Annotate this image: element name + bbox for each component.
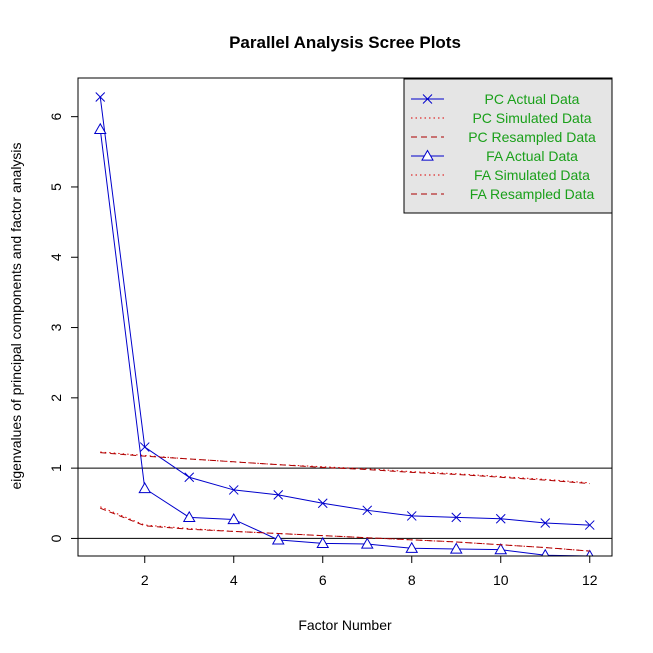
series-4-point-6 [316,536,330,548]
legend-marker-1-b [422,94,433,104]
y-tick-label-5: 5 [48,183,64,191]
series-1-point-7-b [362,505,373,516]
series-4-point-5 [271,533,285,545]
legend-marker-4 [421,149,434,161]
series-4-point-8 [405,541,419,553]
series-1-point-1 [95,92,106,102]
series-4-point-12 [586,549,594,556]
x-tick-label-8: 8 [408,572,416,588]
series-1-point-12-b [584,520,595,530]
series-4-point-10 [494,543,508,555]
y-tick-label-6: 6 [48,113,64,121]
series-5 [100,506,590,552]
series-1-point-8-b [406,511,417,521]
legend-label-5: FA Simulated Data [474,167,590,183]
legend-label-3: PC Resampled Data [468,129,596,145]
series-1-point-2-b [139,442,150,452]
y-tick-label-4: 4 [48,253,64,261]
series-1-point-5 [273,489,284,500]
series-1-point-11-b [540,518,551,528]
x-tick-label-10: 10 [493,572,509,588]
series-2-line [100,451,590,484]
series-1-point-3-b [184,472,195,483]
legend-label-4: FA Actual Data [486,148,578,164]
y-tick-label-3: 3 [48,323,64,331]
series-4-point-2 [138,482,152,494]
x-tick-label-2: 2 [141,572,149,588]
series-4-point-1 [93,122,107,134]
series-1-point-6 [317,498,328,509]
series-4 [93,122,594,556]
x-tick-label-12: 12 [582,572,598,588]
y-tick-label-1: 1 [48,464,64,472]
series-1-point-1-b [95,92,106,102]
series-6-line [100,507,590,552]
series-1-point-9-b [451,512,462,523]
series-1-point-4-b [228,485,239,495]
series-1-point-7 [362,505,373,516]
legend: PC Actual Data PC Simulated Data PC Resamp… [403,78,613,214]
y-tick-label-2: 2 [48,394,64,402]
series-3 [100,452,590,485]
series-6 [100,507,590,552]
series-1-point-9 [451,512,462,523]
series-2 [100,451,590,484]
series-1-point-12 [584,520,595,530]
series-4-point-4 [227,512,241,525]
plot-frame [77,77,613,557]
series-1-point-10-b [495,513,506,524]
legend-label-1: PC Actual Data [485,91,580,107]
series-1-point-2 [139,442,150,452]
chart-title: Parallel Analysis Scree Plots [229,33,461,52]
y-axis-label: eigenvalues of principal components and … [8,142,24,489]
series-1-point-4 [228,485,239,495]
series-1-point-5-b [273,489,284,500]
series-1-point-10 [495,513,506,524]
series-1-point-3 [184,472,195,483]
series-4-point-11 [541,548,550,556]
x-tick-label-6: 6 [319,572,327,588]
series-4-point-9 [449,542,463,554]
series-1-point-6-b [317,498,328,509]
legend-label-2: PC Simulated Data [472,110,591,126]
series-4-point-7 [360,537,374,549]
legend-box [403,78,613,214]
series-1-point-8 [406,511,417,521]
legend-label-6: FA Resampled Data [470,186,595,202]
series-1-line [99,96,590,526]
series-1-point-11 [540,518,551,528]
x-axis-label: Factor Number [298,617,392,633]
series-4-point-3 [182,510,196,522]
y-tick-label-0: 0 [48,534,64,542]
series-3-line [100,452,590,485]
series-4-line [99,129,590,556]
legend-marker-1 [422,94,433,104]
x-tick-label-4: 4 [230,572,238,588]
series-5-line [100,506,590,552]
series-1 [95,92,595,530]
